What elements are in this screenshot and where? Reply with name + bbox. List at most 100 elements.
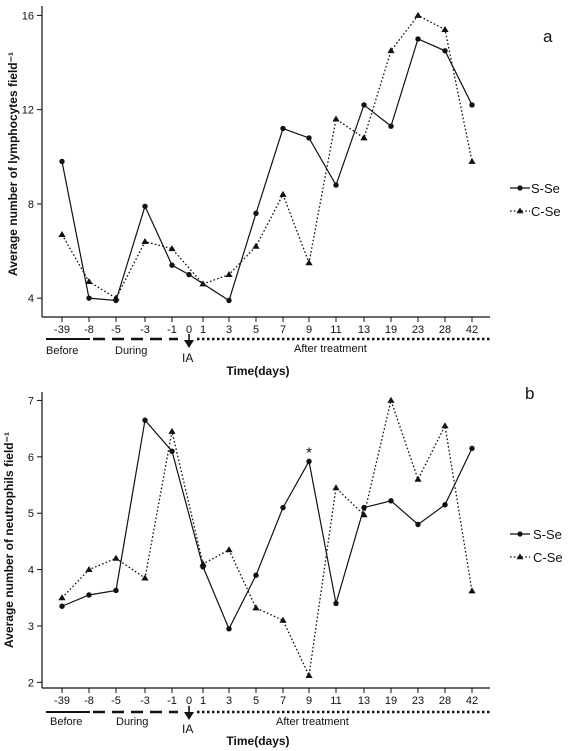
panel-b-x-tick-label: 11 [330,695,341,707]
panel-a-series-c-se-point [85,278,93,285]
panel-b-letter: b [525,384,534,403]
panel-b-x-tick-label: -1 [167,695,177,707]
panel-b-x-tick-label: 19 [385,695,397,707]
panel-b-x-tick-label: 1 [200,695,206,707]
panel-b-x-tick-label: 28 [439,695,451,707]
panel-b-series-s-se-point [280,504,286,511]
panel-a-x-tick-label: -39 [54,324,70,336]
panel-b-series-s-se-point [226,626,232,632]
panel-a-series-s-se-point [442,48,448,54]
panel-a-series-c-se-point [305,259,313,266]
panel-a-series-c-se-point [252,242,260,249]
panel-a-ia-label: IA [182,351,193,365]
panel-b-series-c-se-point [168,427,176,434]
panel-a-series-c-se-point [387,47,395,54]
panel-a-series-c-se-point [441,25,449,32]
panel-b-y-tick-label: 7 [28,395,34,407]
panel-b-x-tick-label: 9 [306,695,312,707]
panel-b-series-s-se-point [169,448,175,454]
panel-b-y-tick-label: 4 [28,565,34,577]
panel-b-y-tick-label: 5 [28,508,34,520]
panel-b-series-c-se-point [85,566,93,572]
panel-b-series-s-se-point [59,603,65,609]
panel-b-x-tick-label: -3 [140,695,150,707]
panel-a-series-s-se-point [142,203,148,209]
panel-b-before-label: Before [50,716,82,728]
panel-b-series-s-se-point [415,521,421,528]
panel-b-ia-label: IA [182,722,193,736]
panel-b-series-c-se-line [61,398,473,678]
panel-a-series-s-se-point [469,102,475,108]
panel-b-series-c-se-point [387,396,395,403]
panel-a-series-s-se-line [61,38,473,302]
panel-a-x-tick-label: -5 [111,324,121,336]
panel-a-during-label: During [115,345,147,357]
panel-b-legend: S-Se C-Se [510,527,563,565]
panel-a-series-s-se-point [186,271,192,278]
panel-a-ia-arrow [184,334,194,348]
panel-b-series-s-se-point [361,504,367,511]
panel-a-series-s-se-point [361,102,367,108]
panel-b-series-c-se-point [58,594,66,601]
panel-a-x-tick-label: 13 [358,324,370,336]
panel-b-significance-asterisk: * [306,444,312,461]
panel-a-series-s-se-point [280,125,286,132]
panel-b-y-axis-title: Average number of neutrophils field⁻¹ [2,432,16,648]
panel-b-x-tick-label: 7 [280,695,286,707]
panel-b-legend-c-se: C-Se [510,550,563,565]
panel-a-series-c-se-point [225,270,233,277]
panel-a-legend-c-se: C-Se [510,204,561,219]
panel-b-axes [41,392,490,689]
panel-b-after-label: After treatment [276,716,349,728]
panel-b-y-tick-label: 6 [28,452,34,464]
panel-a-series-c-se-point [414,11,422,18]
panel-a-series-s-se-point [59,158,65,165]
panel-a-y-tick-label: 12 [22,105,34,117]
panel-a-axes [41,6,490,318]
panel-b-series-c-se-point [468,587,476,594]
panel-a-x-ticks: -39 -8 -5 -3 -1 0 1 3 5 7 9 11 13 19 23 28 42 [54,317,478,336]
panel-b-series-s-se-point [388,498,394,504]
panel-b-series-s-se-point [142,417,148,423]
panel-a-series-s-se-point [415,36,421,42]
panel-b-y-tick-label: 2 [28,677,34,689]
panel-a-series-s-se-point [388,123,394,129]
panel-a-x-tick-label: 9 [306,324,312,336]
panel-a-series-c-se-line [61,14,473,300]
panel-b-series-c-se-point [252,604,260,611]
panel-b-during-label: During [116,716,148,728]
panel-b-series-c-se-point [279,616,287,623]
panel-a-y-axis-title: Average number of lymphocytes field⁻¹ [6,52,20,276]
panel-a-series-s-se-point [306,135,312,141]
panel-b-series-s-se-point [253,572,259,578]
panel-a-series-c-se-point [332,115,340,122]
panel-a-series [58,11,476,304]
panel-b-series-c-se-point [332,484,340,491]
panel-a-series-c-se-point [468,157,476,164]
panel-b-legend-s-se-label: S-Se [533,527,562,542]
panel-a-x-tick-label: -1 [167,324,177,336]
panel-b-series-c-se-point [112,554,120,561]
panel-a-series-c-se-point [112,294,120,301]
panel-b-x-tick-label: 42 [466,695,478,707]
panel-b-series-s-se-point [86,592,92,598]
panel-b-series-s-se-line [61,418,473,631]
panel-b-x-tick-label: 0 [186,695,192,707]
panel-a-x-tick-label: -3 [140,324,150,336]
panel-b-series-c-se-point [199,560,207,567]
panel-b-series-s-se-point [333,600,339,607]
panel-a-x-tick-label: 3 [226,324,232,336]
panel-a-series-s-se-point [253,210,259,217]
panel-b-x-tick-label: -39 [54,695,70,707]
panel-a-series-s-se-point [86,295,92,301]
panel-b-x-tick-label: -5 [111,695,121,707]
panel-b-series-s-se-point [442,502,448,508]
panel-a-series-c-se-point [141,238,149,245]
panel-b-series-s-se-point [469,445,475,452]
panel-a-after-label: After treatment [294,343,367,355]
panel-a-y-tick-label: 8 [28,199,34,211]
panel-b-y-tick-label: 3 [28,621,34,633]
panel-a-x-tick-label: -8 [84,324,94,336]
panel-b-ia-arrow [184,706,194,720]
